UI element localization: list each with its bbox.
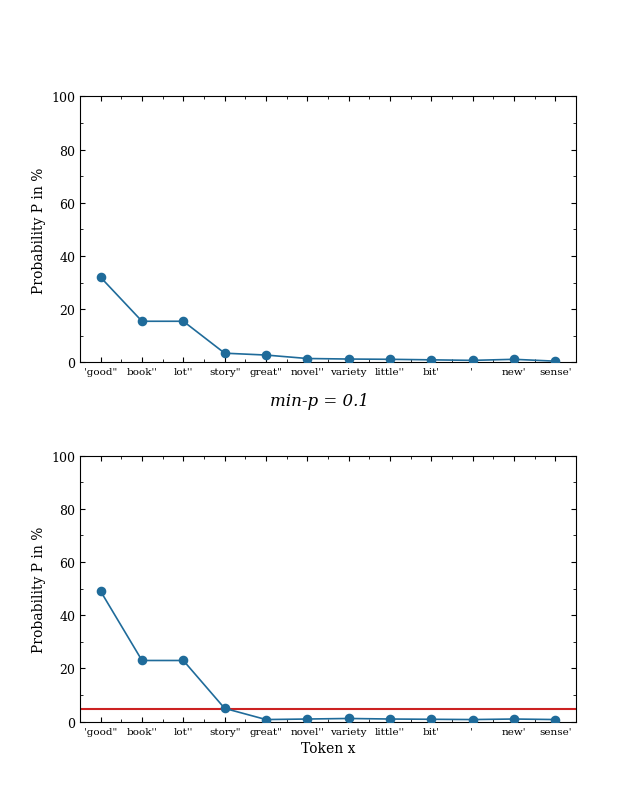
Point: [261, 349, 271, 362]
Point: [178, 315, 188, 328]
Point: [509, 713, 519, 726]
Point: [95, 585, 106, 598]
Point: [95, 272, 106, 285]
Point: [344, 712, 354, 725]
Point: [550, 713, 561, 726]
Point: [468, 713, 478, 726]
X-axis label: Token x: Token x: [301, 741, 355, 755]
Text: min-p = 0.1: min-p = 0.1: [271, 393, 369, 410]
Point: [137, 315, 147, 328]
Point: [220, 347, 230, 360]
Point: [137, 654, 147, 667]
Point: [509, 354, 519, 367]
Point: [468, 354, 478, 367]
Point: [302, 353, 312, 366]
Y-axis label: Probability P in %: Probability P in %: [31, 526, 45, 652]
Point: [385, 713, 395, 726]
Point: [220, 702, 230, 715]
Point: [426, 354, 436, 367]
Point: [344, 353, 354, 366]
Point: [302, 713, 312, 726]
Point: [426, 713, 436, 726]
Y-axis label: Probability P in %: Probability P in %: [31, 167, 45, 294]
Point: [550, 355, 561, 368]
Point: [261, 713, 271, 726]
Point: [178, 654, 188, 667]
Point: [385, 354, 395, 367]
